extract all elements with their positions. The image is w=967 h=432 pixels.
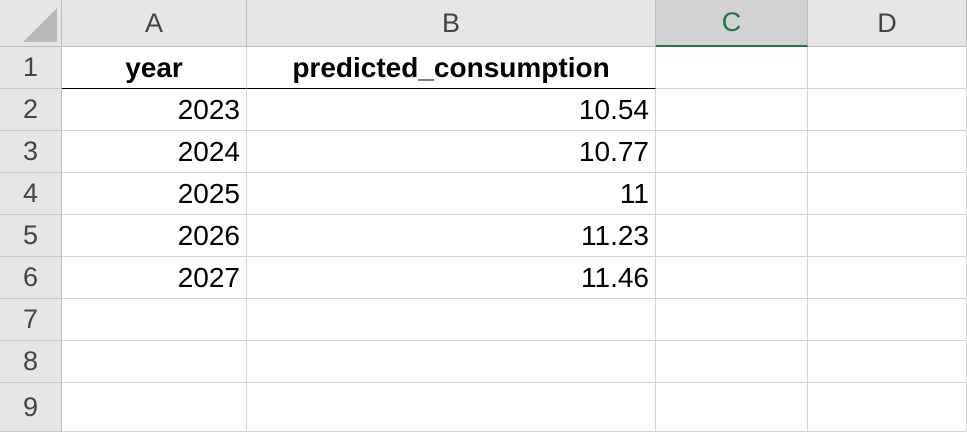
cell-d3[interactable] xyxy=(808,131,967,173)
cell-c6[interactable] xyxy=(656,257,808,299)
cell-c5[interactable] xyxy=(656,215,808,257)
cell-d8[interactable] xyxy=(808,341,967,383)
cell-c9[interactable] xyxy=(656,383,808,432)
cell-b8[interactable] xyxy=(247,341,656,383)
row-header-3[interactable]: 3 xyxy=(0,131,62,173)
cell-d7[interactable] xyxy=(808,299,967,341)
cell-d5[interactable] xyxy=(808,215,967,257)
cell-a4[interactable]: 2025 xyxy=(62,173,247,215)
column-header-b[interactable]: B xyxy=(247,0,656,47)
cell-a9[interactable] xyxy=(62,383,247,432)
cell-a6[interactable]: 2027 xyxy=(62,257,247,299)
cell-c2[interactable] xyxy=(656,89,808,131)
row-header-4[interactable]: 4 xyxy=(0,173,62,215)
column-header-c[interactable]: C xyxy=(656,0,808,47)
cell-b4[interactable]: 11 xyxy=(247,173,656,215)
cell-c8[interactable] xyxy=(656,341,808,383)
cell-d4[interactable] xyxy=(808,173,967,215)
cell-a5[interactable]: 2026 xyxy=(62,215,247,257)
cell-d9[interactable] xyxy=(808,383,967,432)
cell-c4[interactable] xyxy=(656,173,808,215)
row-header-5[interactable]: 5 xyxy=(0,215,62,257)
cell-c1[interactable] xyxy=(656,47,808,89)
cell-b6[interactable]: 11.46 xyxy=(247,257,656,299)
cell-b5[interactable]: 11.23 xyxy=(247,215,656,257)
cell-b9[interactable] xyxy=(247,383,656,432)
cell-b3[interactable]: 10.77 xyxy=(247,131,656,173)
row-header-7[interactable]: 7 xyxy=(0,299,62,341)
cell-d1[interactable] xyxy=(808,47,967,89)
column-header-a[interactable]: A xyxy=(62,0,247,47)
cell-b7[interactable] xyxy=(247,299,656,341)
cell-b1-predicted-consumption-header[interactable]: predicted_consumption xyxy=(247,47,656,89)
row-header-9[interactable]: 9 xyxy=(0,383,62,432)
row-header-1[interactable]: 1 xyxy=(0,47,62,89)
cell-a7[interactable] xyxy=(62,299,247,341)
column-header-d[interactable]: D xyxy=(808,0,967,47)
cell-a3[interactable]: 2024 xyxy=(62,131,247,173)
cell-a1-year-header[interactable]: year xyxy=(62,47,247,89)
row-header-2[interactable]: 2 xyxy=(0,89,62,131)
cell-b2[interactable]: 10.54 xyxy=(247,89,656,131)
row-header-6[interactable]: 6 xyxy=(0,257,62,299)
cell-c7[interactable] xyxy=(656,299,808,341)
cell-d2[interactable] xyxy=(808,89,967,131)
cell-a2[interactable]: 2023 xyxy=(62,89,247,131)
cell-d6[interactable] xyxy=(808,257,967,299)
select-all-triangle-icon xyxy=(23,8,57,42)
cell-a8[interactable] xyxy=(62,341,247,383)
row-header-8[interactable]: 8 xyxy=(0,341,62,383)
select-all-corner[interactable] xyxy=(0,0,62,47)
cell-c3[interactable] xyxy=(656,131,808,173)
